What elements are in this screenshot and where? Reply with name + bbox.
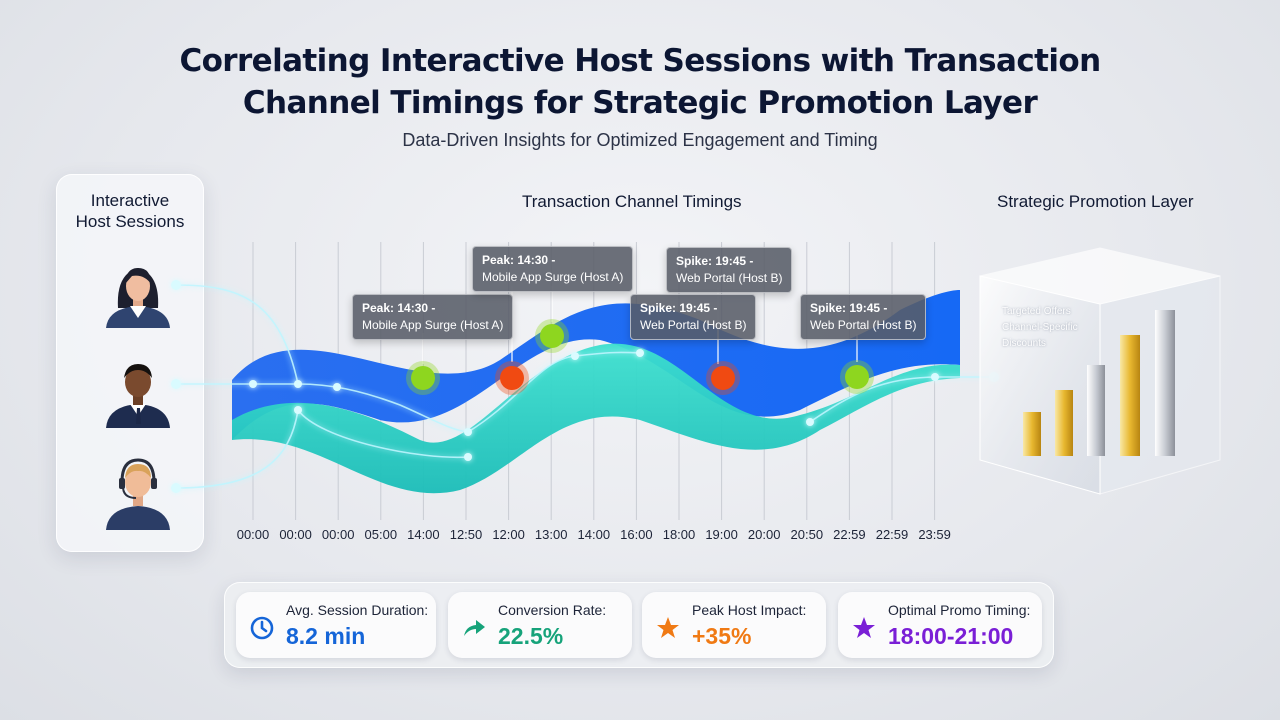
connector-host-2 (175, 383, 469, 433)
callout-body: Mobile App Surge (Host A) (482, 270, 624, 284)
metric-card-session-duration[interactable]: Avg. Session Duration: 8.2 min (236, 592, 436, 658)
time-tick-label: 23:59 (918, 527, 951, 542)
time-axis: 00:00 00:00 00:00 05:00 14:00 12:50 12:00 13:00… (0, 527, 1280, 547)
peak-marker-core (845, 365, 869, 389)
metric-label: Conversion Rate: (498, 602, 607, 618)
metric-value: 8.2 min (286, 623, 366, 649)
host-avatar-male[interactable] (96, 344, 180, 428)
time-tick-label: 22:59 (875, 527, 909, 542)
spike-marker-core (711, 366, 735, 390)
callout-body: Mobile App Surge (Host A) (362, 318, 504, 332)
main-title: Correlating Interactive Host Sessions wi… (0, 40, 1280, 124)
title-line-2: Channel Timings for Strategic Promotion … (242, 85, 1038, 121)
star-icon (657, 617, 679, 638)
time-tick-label: 12:50 (449, 527, 483, 542)
callout-peak-2[interactable]: Peak: 14:30 - Mobile App Surge (Host A) (472, 246, 634, 292)
time-tick-label: 18:00 (662, 527, 696, 542)
callout-head: Spike: 19:45 - (640, 301, 718, 315)
time-tick-label: 22:59 (833, 527, 866, 542)
flow-node (464, 453, 472, 461)
time-tick-label: 00:00 (279, 527, 312, 542)
time-tick-label: 20:00 (747, 527, 781, 542)
host-sessions-title: Interactive Host Sessions (75, 191, 185, 231)
metric-label: Avg. Session Duration: (286, 602, 429, 618)
cube-label-offers: Targeted Offers (1002, 306, 1071, 317)
host-avatar-headset[interactable] (96, 446, 180, 530)
teal-channel-band (232, 343, 960, 494)
time-tick-label: 19:00 (705, 527, 738, 542)
spike-marker-core (500, 366, 524, 390)
subtitle: Data-Driven Insights for Optimized Engag… (402, 130, 878, 150)
callout-body: Web Portal (Host B) (810, 318, 917, 332)
clock-icon (250, 616, 274, 640)
time-tick-label: 13:00 (534, 527, 568, 542)
flow-node (249, 380, 257, 388)
cube-labels: Targeted Offers Channel-Specific Discoun… (1002, 304, 1078, 352)
connector-host-1 (175, 284, 299, 385)
flow-node (931, 373, 939, 381)
peak-marker-core (540, 324, 564, 348)
metric-label: Optimal Promo Timing: (888, 602, 1031, 618)
callout-spike-2[interactable]: Spike: 19:45 - Web Portal (Host B) (630, 294, 757, 340)
time-tick-label: 20:50 (790, 527, 824, 542)
star-icon (853, 617, 875, 638)
callout-head: Spike: 19:45 - (810, 301, 888, 315)
metric-card-conversion-rate[interactable]: Conversion Rate: 22.5% (448, 592, 632, 658)
metric-card-peak-host-impact[interactable]: Peak Host Impact: +35% (642, 592, 826, 658)
promotion-layer-label: Strategic Promotion Layer (997, 192, 1194, 211)
blue-channel-band (232, 290, 960, 440)
metric-value: 18:00-21:00 (888, 623, 1014, 649)
peak-marker-core (411, 366, 435, 390)
flow-node (294, 406, 302, 414)
cube-label-channel: Channel-Specific (1002, 322, 1078, 333)
time-tick-label: 00:00 (321, 527, 355, 542)
promotion-cube[interactable] (975, 240, 1225, 520)
cube-bar-chart (1023, 310, 1175, 456)
title-line-1: Correlating Interactive Host Sessions wi… (179, 43, 1101, 79)
callout-spike-3[interactable]: Spike: 19:45 - Web Portal (Host B) (800, 294, 927, 340)
callout-body: Web Portal (Host B) (676, 271, 783, 285)
time-tick-label: 16:00 (620, 527, 653, 542)
channel-timings-label: Transaction Channel Timings (522, 192, 742, 211)
flow-line-upper (467, 351, 641, 433)
flow-node (636, 349, 644, 357)
callout-spike-1[interactable]: Spike: 19:45 - Web Portal (Host B) (666, 247, 793, 293)
metric-value: +35% (692, 623, 752, 649)
cube-label-discounts: Discounts (1002, 338, 1046, 349)
host-node-1[interactable] (171, 280, 181, 290)
flow-node (571, 352, 579, 360)
time-tick-label: 00:00 (236, 527, 270, 542)
time-tick-label: 05:00 (364, 527, 398, 542)
flow-line-lower (809, 376, 995, 423)
metric-card-optimal-promo-timing[interactable]: Optimal Promo Timing: 18:00-21:00 (838, 592, 1042, 658)
host-avatar-female[interactable] (96, 244, 180, 328)
callout-head: Peak: 14:30 - (362, 301, 436, 315)
metrics-bar: Avg. Session Duration: 8.2 min Conversio… (224, 582, 1054, 668)
time-tick-label: 14:00 (407, 527, 440, 542)
callout-head: Peak: 14:30 - (482, 253, 556, 267)
callout-head: Spike: 19:45 - (676, 254, 754, 268)
trend-arrow-icon (464, 620, 485, 636)
flow-node (333, 383, 341, 391)
flow-node (806, 418, 814, 426)
time-tick-label: 12:00 (492, 527, 525, 542)
callout-peak-1[interactable]: Peak: 14:30 - Mobile App Surge (Host A) (352, 294, 514, 340)
flow-node (294, 380, 302, 388)
metric-value: 22.5% (498, 623, 564, 649)
time-tick-label: 14:00 (577, 527, 611, 542)
metric-label: Peak Host Impact: (692, 602, 807, 618)
host-node-3[interactable] (171, 483, 181, 493)
host-sessions-panel: Interactive Host Sessions (56, 174, 204, 552)
host-node-2[interactable] (171, 379, 181, 389)
callout-body: Web Portal (Host B) (640, 318, 747, 332)
flow-node (464, 428, 472, 436)
